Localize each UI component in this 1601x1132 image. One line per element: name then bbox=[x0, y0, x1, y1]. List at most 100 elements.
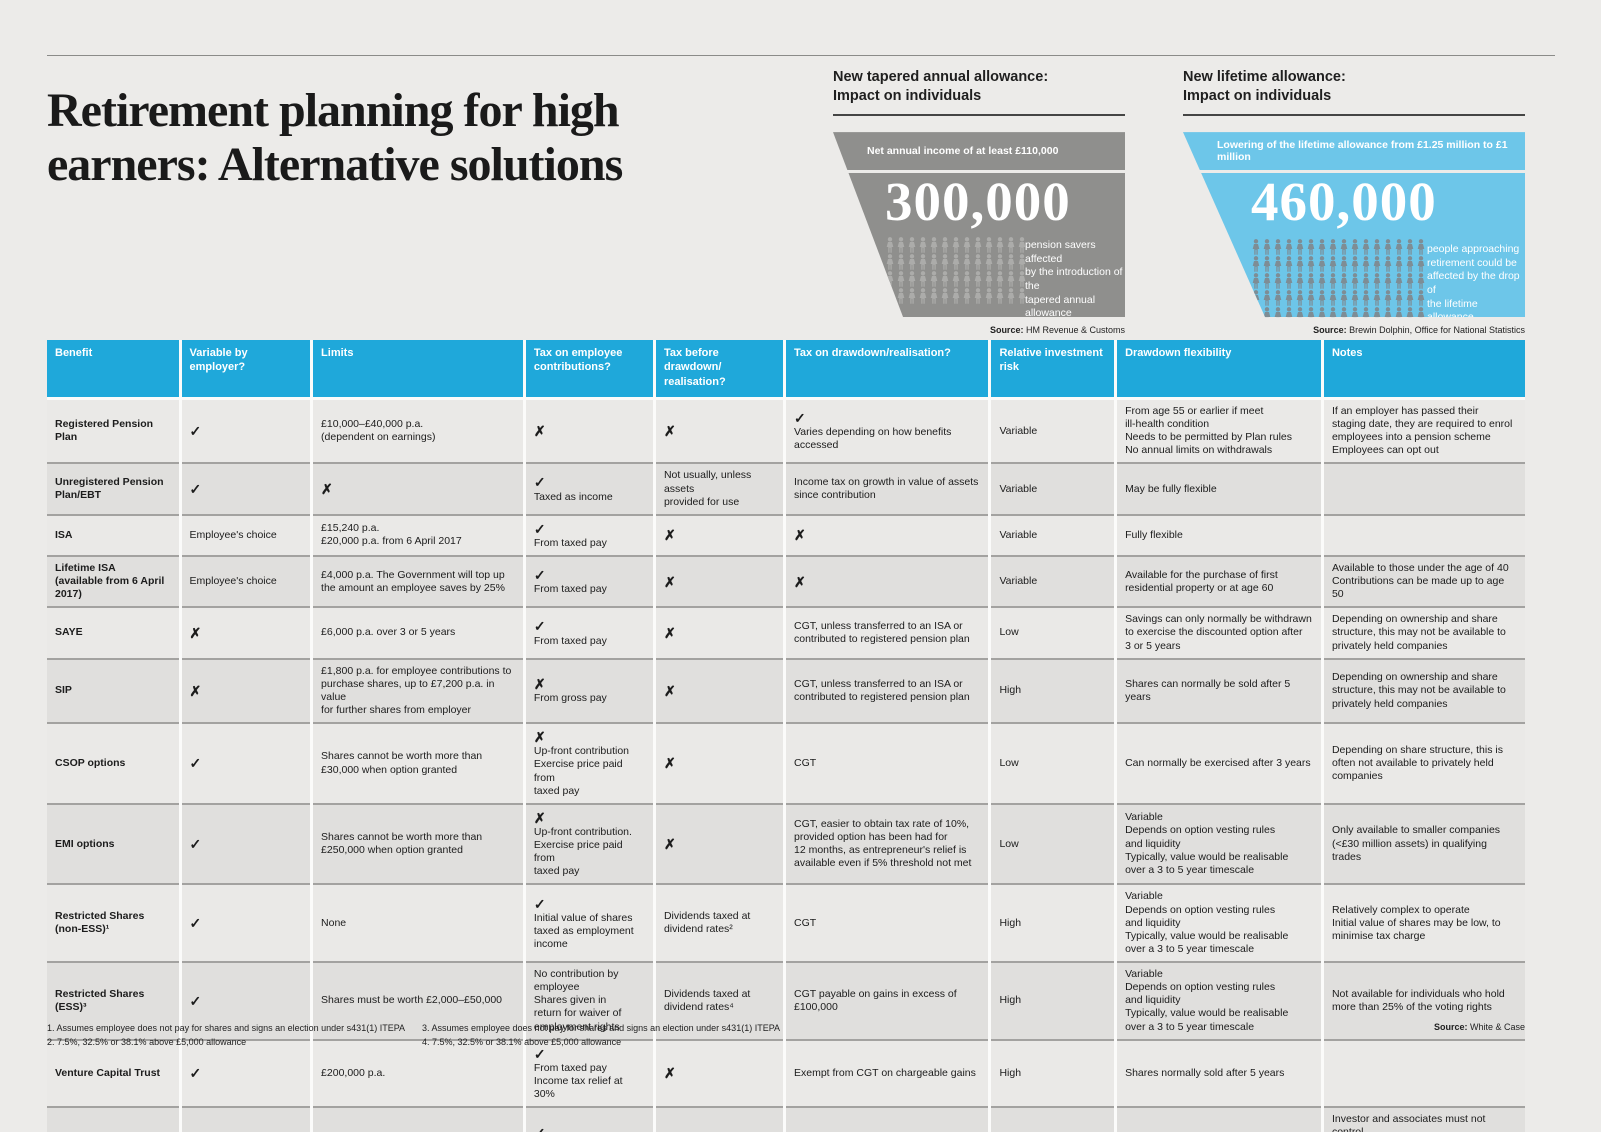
table-row: SAYE ✗ £6,000 p.a. over 3 or 5 years ✓ From … bbox=[47, 606, 1525, 659]
col-header-tax-before-drawdown: Tax before drawdown/ realisation? bbox=[654, 340, 787, 399]
person-icon bbox=[1384, 290, 1392, 306]
cross-icon: ✗ bbox=[663, 527, 676, 544]
cell-tax-on-drawdown: CGT bbox=[784, 883, 992, 963]
cell-notes: Depending on ownership and share structu… bbox=[1322, 657, 1525, 724]
cell-tax-before-drawdown: ✗ bbox=[654, 513, 787, 556]
person-icon bbox=[941, 271, 949, 287]
person-icon bbox=[1395, 239, 1403, 255]
col-header-tax-on-employee-contributions: Tax on employee contributions? bbox=[524, 340, 656, 399]
person-icon bbox=[1395, 307, 1403, 318]
cross-icon: ✗ bbox=[794, 527, 806, 544]
cell-tax-on-drawdown: CGT, unless transferred to an ISA or con… bbox=[784, 657, 992, 724]
person-icon bbox=[930, 237, 938, 253]
cell-drawdown-flexibility: Variable Depends on option vesting rules… bbox=[1115, 802, 1324, 885]
cell-limits: £10,000–£40,000 p.a. (dependent on earni… bbox=[311, 396, 526, 464]
check-icon: ✓ bbox=[189, 1065, 202, 1082]
cross-icon: ✗ bbox=[533, 423, 546, 440]
cell-tax-on-employee-contributions: ✓ From taxed pay bbox=[524, 554, 656, 608]
person-icon bbox=[952, 254, 960, 270]
person-icon bbox=[1252, 273, 1260, 289]
table-header: Benefit Variable by employer? Limits Tax on… bbox=[47, 340, 1525, 399]
cell-text: Depending on share structure, this is of… bbox=[1331, 743, 1503, 783]
col-header-variable-by-employer: Variable by employer? bbox=[180, 340, 314, 399]
check-icon: ✓ bbox=[533, 520, 546, 537]
cell-tax-on-drawdown: Exempt from CGT on chargeable gains bbox=[784, 1106, 992, 1132]
person-icon bbox=[919, 271, 927, 287]
cross-icon: ✗ bbox=[663, 755, 676, 772]
cell-benefit: ISA bbox=[47, 513, 182, 556]
cell-notes: Not available for individuals who hold m… bbox=[1322, 961, 1525, 1040]
check-icon: ✓ bbox=[534, 1125, 645, 1132]
table-row: Registered Pension Plan ✓ £10,000–£40,000 … bbox=[47, 396, 1525, 464]
check-icon: ✓ bbox=[533, 618, 546, 635]
cell-tax-before-drawdown: ✗ bbox=[654, 1038, 787, 1108]
source-line: Source: Brewin Dolphin, Office for Natio… bbox=[1183, 325, 1525, 335]
cell-drawdown-flexibility: Variable Depends on option vesting rules… bbox=[1115, 961, 1324, 1040]
person-icon bbox=[919, 237, 927, 253]
cell-relative-investment-risk: Low bbox=[989, 722, 1118, 804]
col-header-relative-investment-risk: Relative investment risk bbox=[989, 340, 1118, 399]
person-icon bbox=[1395, 256, 1403, 272]
cell-limits: £200,000 p.a. bbox=[311, 1038, 526, 1108]
cell-variable-by-employer: ✗ bbox=[180, 657, 314, 724]
cell-drawdown-flexibility: Variable Depends on option vesting rules… bbox=[1115, 883, 1324, 963]
cell-relative-investment-risk: High bbox=[989, 961, 1118, 1040]
source-text: White & Case bbox=[1467, 1022, 1525, 1032]
cell-tax-on-employee-contributions: ✓ Taxed as income bbox=[524, 462, 656, 515]
cross-icon: ✗ bbox=[321, 481, 333, 498]
footnotes-right: 3. Assumes employee does not pay for sha… bbox=[422, 1023, 781, 1047]
check-icon: ✓ bbox=[533, 895, 546, 912]
person-icon bbox=[1384, 239, 1392, 255]
table-row: Unregistered Pension Plan/EBT ✓ ✗ ✓ Taxed as… bbox=[47, 462, 1525, 515]
person-icon bbox=[1384, 307, 1392, 318]
footnotes-left: 1. Assumes employee does not pay for sha… bbox=[47, 1023, 406, 1047]
cell-benefit: EMI options bbox=[47, 802, 182, 885]
cell-text: High bbox=[999, 1066, 1022, 1079]
pictogram-row bbox=[1251, 307, 1426, 318]
cell-text: Can normally be exercised after 3 years bbox=[1125, 756, 1311, 769]
person-icon bbox=[908, 288, 916, 304]
person-icon bbox=[963, 288, 971, 304]
cell-drawdown-flexibility: Fully flexible bbox=[1115, 513, 1324, 556]
cell-tax-on-employee-contributions: ✗ From gross pay bbox=[524, 657, 656, 724]
cell-text: From taxed pay bbox=[533, 536, 607, 549]
cell-text: Dividends taxed at dividend rates² bbox=[663, 910, 751, 936]
cell-text: Only available to smaller companies (<£3… bbox=[1331, 824, 1501, 863]
person-icon bbox=[1274, 290, 1282, 306]
person-icon bbox=[1307, 273, 1315, 289]
cell-text: Venture Capital Trust bbox=[55, 1066, 161, 1079]
cell-text: Low bbox=[999, 626, 1019, 639]
person-icon bbox=[1007, 288, 1015, 304]
person-icon bbox=[919, 288, 927, 304]
check-icon: ✓ bbox=[189, 423, 202, 440]
person-icon bbox=[1318, 307, 1326, 318]
person-icon bbox=[886, 254, 894, 270]
cell-drawdown-flexibility: Available for the purchase of first resi… bbox=[1115, 554, 1324, 608]
cell-tax-on-employee-contributions: No contribution by employee Shares given… bbox=[524, 961, 656, 1040]
infographic-heading: New tapered annual allowance: Impact on … bbox=[833, 68, 1125, 117]
table-row: SIP ✗ £1,800 p.a. for employee contributio… bbox=[47, 657, 1525, 724]
cell-limits: £6,000 p.a. over 3 or 5 years bbox=[311, 606, 526, 659]
check-icon: ✓ bbox=[533, 1045, 546, 1062]
banner-label: Lowering of the lifetime allowance from … bbox=[1183, 132, 1525, 171]
cell-text: ISA bbox=[55, 528, 73, 541]
cell-benefit: Enterprise Investment Scheme bbox=[47, 1106, 182, 1132]
person-icon bbox=[1384, 256, 1392, 272]
cell-limits: Shares cannot be worth more than £250,00… bbox=[311, 802, 526, 885]
cell-text: From age 55 or earlier if meet ill-healt… bbox=[1125, 404, 1292, 457]
banner-label: Net annual income of at least £110,000 bbox=[833, 132, 1125, 171]
person-icon bbox=[897, 271, 905, 287]
tapered-allowance-infographic: New tapered annual allowance: Impact on … bbox=[833, 68, 1125, 335]
cell-text: Variable bbox=[999, 424, 1038, 437]
cell-benefit: SAYE bbox=[47, 606, 182, 659]
person-icon bbox=[1351, 273, 1359, 289]
cell-tax-on-drawdown: ✗ bbox=[784, 513, 992, 556]
cell-relative-investment-risk: Low bbox=[989, 606, 1118, 659]
cell-text: £15,240 p.a. £20,000 p.a. from 6 April 2… bbox=[321, 522, 462, 548]
person-icon bbox=[1318, 256, 1326, 272]
cell-tax-on-drawdown: CGT, unless transferred to an ISA or con… bbox=[784, 606, 992, 659]
cell-variable-by-employer: Employee's choice bbox=[180, 513, 314, 556]
cell-drawdown-flexibility: Shares normally sold after 5 years bbox=[1115, 1038, 1324, 1108]
check-icon: ✓ bbox=[794, 409, 806, 426]
person-icon bbox=[1362, 273, 1370, 289]
